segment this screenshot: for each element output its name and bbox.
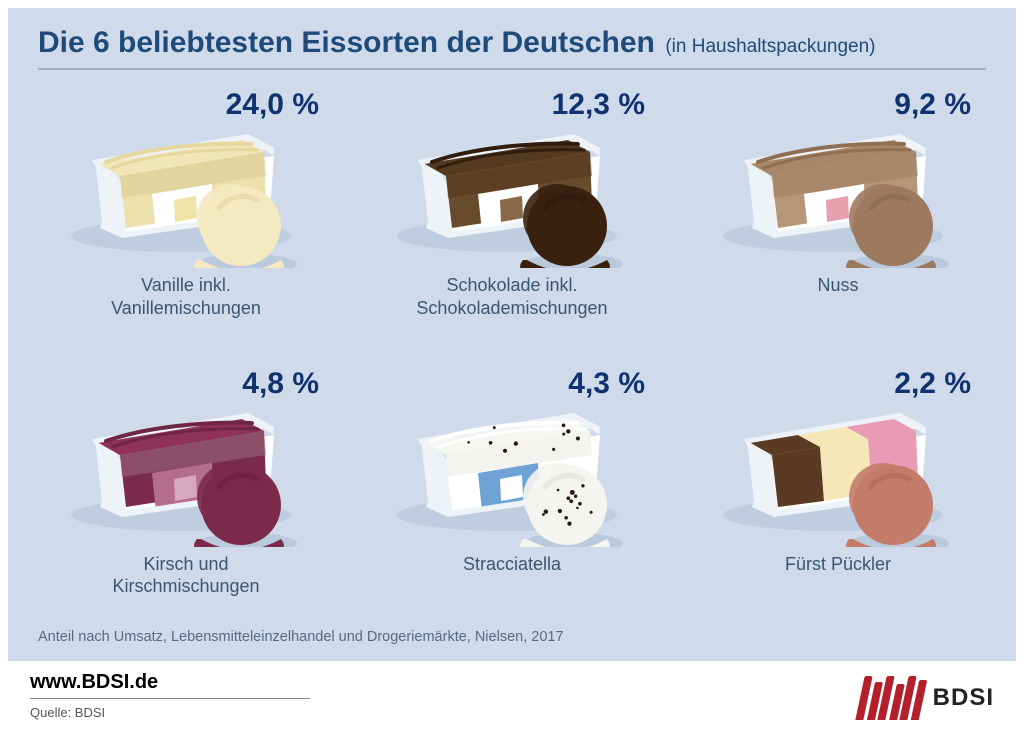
item-percent: 12,3 % <box>552 88 645 122</box>
ice-cream-item: 4,3 % Stracci <box>364 367 660 616</box>
item-percent: 4,8 % <box>242 367 319 401</box>
item-illustration <box>56 407 316 547</box>
page-subtitle: (in Haushaltspackungen) <box>665 36 875 57</box>
item-percent: 2,2 % <box>894 367 971 401</box>
ice-cream-item: 4,8 % Kirsch <box>38 367 334 616</box>
bdsi-logo-text: BDSI <box>933 684 994 712</box>
ice-cream-item: 2,2 % Fürst Pückler <box>690 367 986 616</box>
ice-cream-item: 24,0 % Vanill <box>38 88 334 337</box>
footer-left: www.BDSI.de Quelle: BDSI <box>30 671 310 720</box>
item-percent: 4,3 % <box>568 367 645 401</box>
ice-cream-tub-icon <box>56 128 316 268</box>
item-percent: 9,2 % <box>894 88 971 122</box>
item-illustration <box>708 128 968 268</box>
footer-url: www.BDSI.de <box>30 671 310 699</box>
item-illustration <box>382 407 642 547</box>
item-label: Fürst Pückler <box>785 553 891 576</box>
item-illustration <box>708 407 968 547</box>
bdsi-logo-icon <box>860 676 923 720</box>
item-label: Stracciatella <box>463 553 561 576</box>
ice-cream-tub-icon <box>708 128 968 268</box>
ice-cream-tub-icon <box>382 128 642 268</box>
item-label: Kirsch undKirschmischungen <box>112 553 259 598</box>
item-label: Vanille inkl.Vanillemischungen <box>111 274 261 319</box>
item-label: Nuss <box>817 274 858 297</box>
ice-cream-item: 9,2 % Nuss <box>690 88 986 337</box>
main-panel: Die 6 beliebtesten Eissorten der Deutsch… <box>8 8 1016 661</box>
footer-source: Quelle: BDSI <box>30 705 310 720</box>
item-label: Schokolade inkl.Schokolademischungen <box>416 274 607 319</box>
ice-cream-grid: 24,0 % Vanill <box>38 88 986 615</box>
footnote: Anteil nach Umsatz, Lebensmitteleinzelha… <box>38 629 986 645</box>
ice-cream-tub-icon <box>382 407 642 547</box>
ice-cream-tub-icon <box>56 407 316 547</box>
ice-cream-item: 12,3 % Schoko <box>364 88 660 337</box>
item-percent: 24,0 % <box>226 88 319 122</box>
footer: www.BDSI.de Quelle: BDSI BDSI <box>0 661 1024 736</box>
footer-right: BDSI <box>860 676 994 720</box>
item-illustration <box>382 128 642 268</box>
ice-cream-tub-icon <box>708 407 968 547</box>
item-illustration <box>56 128 316 268</box>
header: Die 6 beliebtesten Eissorten der Deutsch… <box>38 26 986 70</box>
page-title: Die 6 beliebtesten Eissorten der Deutsch… <box>38 26 655 59</box>
